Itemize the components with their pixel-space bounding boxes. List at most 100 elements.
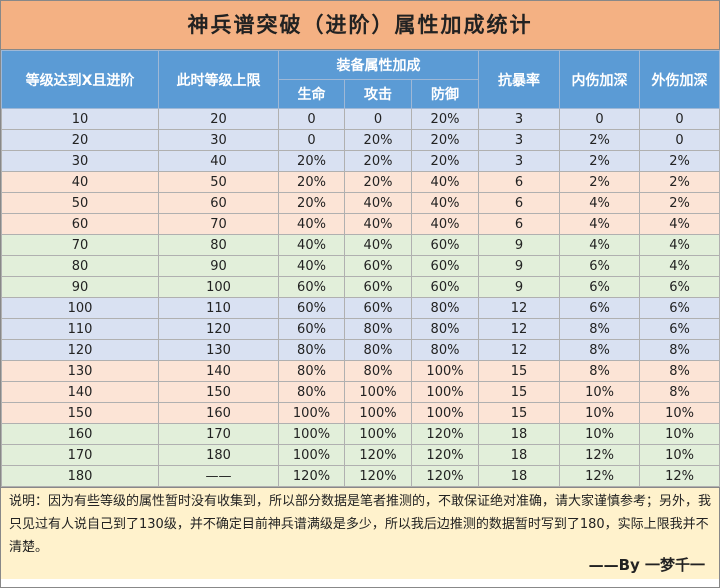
table-row: 150 160 100% 100% 100% 15 10% 10% [1, 402, 720, 424]
table-cell: 12% [559, 465, 641, 487]
table-cell: 6% [559, 297, 641, 319]
table-cell: 3 [478, 129, 561, 151]
table-cell: 130 [1, 360, 159, 382]
table-cell: 40% [410, 171, 480, 193]
table-cell: 4% [559, 234, 641, 256]
table-cell: 40% [344, 213, 412, 235]
table-cell: 150 [158, 381, 279, 403]
table-row: 80 90 40% 60% 60% 9 6% 4% [1, 255, 720, 277]
table-cell: 100% [344, 402, 412, 424]
table-cell: 20% [344, 150, 412, 172]
table-cell: 8% [639, 360, 720, 382]
table-cell: 10% [639, 444, 720, 466]
table-row: 60 70 40% 40% 40% 6 4% 4% [1, 213, 720, 235]
table-cell: 20% [410, 150, 480, 172]
table-cell: 30 [158, 129, 279, 151]
table-row: 90 100 60% 60% 60% 9 6% 6% [1, 276, 720, 298]
table-cell: 18 [478, 423, 561, 445]
table-cell: 10% [639, 423, 720, 445]
table-cell: 100 [1, 297, 159, 319]
table-cell: 40% [410, 192, 480, 214]
table-row: 10 20 0 0 20% 3 0 0 [1, 108, 720, 130]
header-cell: 等级达到X且进阶 [1, 50, 159, 109]
table-cell: 80% [344, 360, 412, 382]
table-cell: 0 [559, 108, 641, 130]
table-row: 120 130 80% 80% 80% 12 8% 8% [1, 339, 720, 361]
table-cell: 70 [158, 213, 279, 235]
table-cell: 6 [478, 213, 561, 235]
table-header: 等级达到X且进阶 此时等级上限 装备属性加成 抗暴率 内伤加深 外伤加深 生命 … [1, 50, 720, 109]
table-cell: 60% [278, 276, 345, 298]
title: 神兵谱突破（进阶）属性加成统计 [1, 1, 719, 50]
table-cell: 170 [1, 444, 159, 466]
table-cell: 100% [410, 381, 480, 403]
table-cell: 3 [478, 150, 561, 172]
table-cell: 110 [1, 318, 159, 340]
table-cell: 180 [158, 444, 279, 466]
table-cell: 6 [478, 192, 561, 214]
table-cell: 4% [639, 234, 720, 256]
table-cell: 0 [278, 129, 345, 151]
table-cell: 12 [478, 297, 561, 319]
table-cell: 70 [1, 234, 159, 256]
table-cell: 120% [410, 444, 480, 466]
table-cell: 40% [410, 213, 480, 235]
table-cell: 50 [1, 192, 159, 214]
table-cell: 120% [278, 465, 345, 487]
table-cell: 80% [410, 318, 480, 340]
table-row: 140 150 80% 100% 100% 15 10% 8% [1, 381, 720, 403]
table-cell: 80% [278, 381, 345, 403]
table-cell: 6% [559, 255, 641, 277]
table-cell: 60% [278, 297, 345, 319]
table-body: 10 20 0 0 20% 3 0 0 20 30 0 20% 20% 3 2% 0 30 40 20% 20% 20%… [1, 108, 720, 487]
table-cell: 50 [158, 171, 279, 193]
header-row: 等级达到X且进阶 此时等级上限 装备属性加成 抗暴率 内伤加深 外伤加深 [1, 50, 720, 109]
table-cell: 20 [1, 129, 159, 151]
table-cell: 120 [158, 318, 279, 340]
table-cell: 80% [278, 360, 345, 382]
table-cell: 80% [344, 318, 412, 340]
table-cell: 2% [559, 150, 641, 172]
table-cell: 8% [639, 339, 720, 361]
table-cell: 3 [478, 108, 561, 130]
table-cell: 100% [344, 381, 412, 403]
table-cell: 100% [278, 423, 345, 445]
table-row: 30 40 20% 20% 20% 3 2% 2% [1, 150, 720, 172]
table-cell: 9 [478, 276, 561, 298]
table-cell: 80% [410, 297, 480, 319]
table-cell: 80 [1, 255, 159, 277]
table-cell: 60% [344, 255, 412, 277]
table-cell: 60% [410, 255, 480, 277]
table-cell: 80% [344, 339, 412, 361]
table-row: 70 80 40% 40% 60% 9 4% 4% [1, 234, 720, 256]
table-cell: 60 [158, 192, 279, 214]
table-row: 110 120 60% 80% 80% 12 8% 6% [1, 318, 720, 340]
table-cell: 6% [639, 276, 720, 298]
table-cell: —— [158, 465, 279, 487]
table-cell: 120% [344, 465, 412, 487]
table-cell: 15 [478, 360, 561, 382]
table-cell: 9 [478, 234, 561, 256]
table-cell: 120% [410, 423, 480, 445]
table-row: 50 60 20% 40% 40% 6 4% 2% [1, 192, 720, 214]
table-cell: 6% [639, 297, 720, 319]
table-cell: 60% [344, 297, 412, 319]
table-cell: 2% [559, 171, 641, 193]
table-cell: 18 [478, 465, 561, 487]
table-cell: 80% [278, 339, 345, 361]
table-cell: 12 [478, 339, 561, 361]
table-cell: 6 [478, 171, 561, 193]
table-cell: 60% [410, 234, 480, 256]
table-row: 180 —— 120% 120% 120% 18 12% 12% [1, 465, 720, 487]
table-cell: 40 [1, 171, 159, 193]
table-cell: 170 [158, 423, 279, 445]
table-cell: 6% [639, 318, 720, 340]
table-row: 100 110 60% 60% 80% 12 6% 6% [1, 297, 720, 319]
table-cell: 40% [344, 234, 412, 256]
note: 说明：因为有些等级的属性暂时没有收集到，所以部分数据是笔者推测的，不敢保证绝对准… [9, 494, 712, 555]
table-cell: 100% [410, 402, 480, 424]
table-cell: 9 [478, 255, 561, 277]
table-cell: 20% [278, 150, 345, 172]
header-cell: 装备属性加成 [277, 50, 480, 80]
